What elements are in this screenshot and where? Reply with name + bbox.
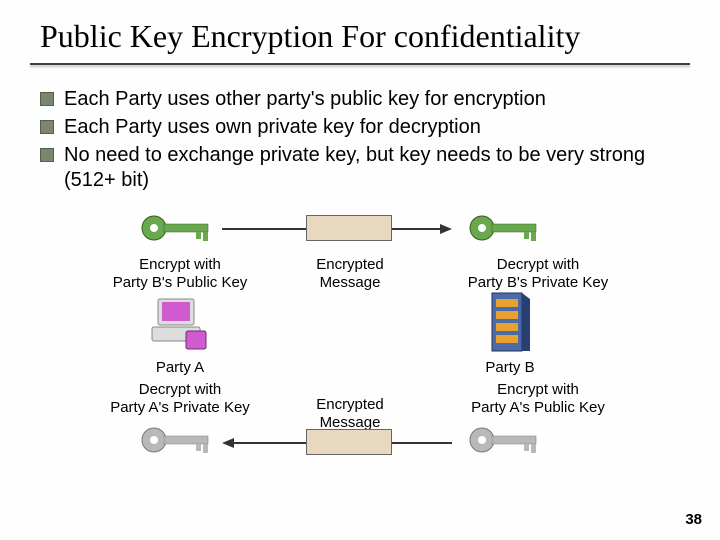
bullet-text: Each Party uses other party's public key… xyxy=(64,87,546,112)
party-b-label: Party B xyxy=(460,359,560,377)
bullet-icon xyxy=(40,92,54,106)
diagram-area: Encrypt with Party B's Public Key Encryp… xyxy=(0,201,720,491)
key-icon xyxy=(468,423,548,458)
encrypt-label: Encrypt with Party A's Public Key xyxy=(448,381,628,417)
bullet-icon xyxy=(40,148,54,162)
bullet-item: No need to exchange private key, but key… xyxy=(40,143,690,193)
key-icon xyxy=(140,211,220,246)
key-icon xyxy=(468,211,548,246)
decrypt-label: Decrypt with Party A's Private Key xyxy=(90,381,270,417)
slide-title: Public Key Encryption For confidentialit… xyxy=(0,0,720,63)
bullet-item: Each Party uses own private key for decr… xyxy=(40,115,690,140)
bullet-item: Each Party uses other party's public key… xyxy=(40,87,690,112)
message-box-icon xyxy=(306,215,392,241)
bullet-text: Each Party uses own private key for decr… xyxy=(64,115,481,140)
encrypted-message-label: Encrypted Message xyxy=(300,256,400,292)
encrypted-message-label: Encrypted Message xyxy=(300,396,400,432)
key-icon xyxy=(140,423,220,458)
computer-icon xyxy=(150,297,210,352)
encrypt-label: Encrypt with Party B's Public Key xyxy=(95,256,265,292)
decrypt-label: Decrypt with Party B's Private Key xyxy=(448,256,628,292)
bullet-text: No need to exchange private key, but key… xyxy=(64,143,690,193)
bullet-list: Each Party uses other party's public key… xyxy=(0,65,720,193)
message-box-icon xyxy=(306,429,392,455)
page-number: 38 xyxy=(685,511,702,528)
party-a-label: Party A xyxy=(130,359,230,377)
bullet-icon xyxy=(40,120,54,134)
server-icon xyxy=(490,291,532,355)
